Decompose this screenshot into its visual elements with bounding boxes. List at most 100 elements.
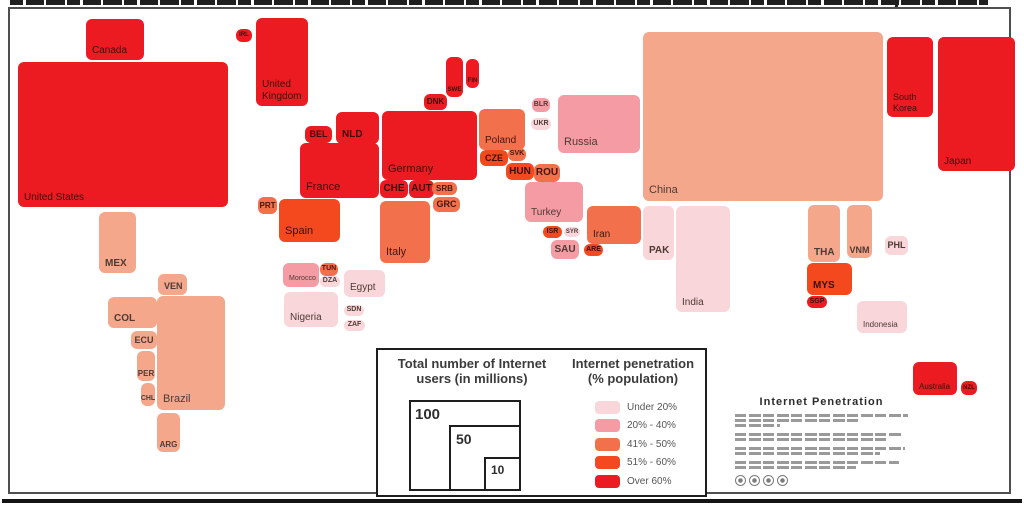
country-united-states: United States [18, 62, 228, 207]
country-label: India [682, 296, 704, 308]
legend-box: Total number of Internet users (in milli… [376, 348, 707, 497]
country-label: United States [24, 191, 85, 203]
country-nigeria: Nigeria [284, 292, 338, 327]
country-united-arab-emirates: ARE [584, 244, 603, 256]
country-label: AUT [411, 183, 432, 195]
country-chile: CHL [141, 383, 155, 406]
country-serbia: SRB [432, 182, 457, 195]
country-label: Canada [92, 44, 128, 56]
country-romania: ROU [534, 164, 560, 182]
country-label: ARG [159, 439, 178, 449]
country-label: HUN [509, 165, 531, 177]
attribution-text-line [735, 452, 881, 455]
country-label: DZA [322, 277, 338, 285]
country-label: VNM [849, 244, 870, 255]
country-denmark: DNK [424, 94, 447, 110]
legend-swatch-label: Over 60% [627, 475, 672, 487]
cc-license-icon [763, 475, 774, 486]
country-label: Germany [388, 163, 434, 176]
country-syria: SYR [564, 227, 580, 237]
country-label: NZL [963, 384, 975, 391]
country-egypt: Egypt [344, 270, 385, 297]
country-label: Morocco [289, 274, 316, 282]
country-canada: Canada [86, 19, 144, 60]
country-label: SGP [809, 297, 825, 305]
country-belgium: BEL [305, 126, 332, 143]
legend-penetration-title: Internet penetration (% population) [563, 356, 703, 386]
country-label: United Kingdom [262, 79, 302, 102]
country-france: France [300, 143, 379, 198]
country-label: SVK [509, 150, 525, 158]
country-slovakia: SVK [508, 148, 526, 161]
country-label: SYR [565, 228, 579, 235]
country-philippines: PHL [885, 236, 908, 255]
country-saudi-arabia: SAU [551, 240, 579, 259]
country-india: India [676, 206, 730, 312]
legend-penetration-row: 20% - 40% [595, 419, 676, 433]
country-label: MEX [105, 257, 127, 269]
legend-penetration-title-line2: (% population) [587, 371, 679, 386]
country-label: NLD [342, 128, 363, 140]
country-hungary: HUN [506, 163, 534, 180]
country-belarus: BLR [532, 98, 550, 112]
country-australia: Australia [913, 362, 957, 395]
country-label: PER [137, 368, 155, 378]
country-label: FIN [467, 78, 478, 85]
legend-penetration-row: Over 60% [595, 474, 671, 488]
country-label: THA [814, 246, 835, 258]
country-singapore: SGP [807, 296, 827, 308]
country-label: SDN [346, 306, 362, 314]
country-new-zealand: NZL [961, 381, 977, 395]
country-spain: Spain [279, 199, 340, 242]
country-label: IRL [239, 32, 249, 39]
legend-size-label-100: 100 [415, 406, 441, 423]
country-label: CZE [485, 152, 503, 163]
attribution-text-line [735, 433, 902, 436]
country-label: SWE [447, 87, 462, 94]
country-czech-republic: CZE [480, 150, 508, 166]
country-label: TUN [321, 265, 337, 273]
country-thailand: THA [808, 205, 840, 262]
country-label: Iran [593, 228, 611, 240]
country-label: Egypt [350, 281, 376, 293]
bottom-border-line [2, 499, 1022, 503]
attribution-paragraph [735, 433, 908, 441]
legend-penetration-row: 41% - 50% [595, 437, 676, 451]
legend-swatch-pink [595, 419, 620, 432]
country-poland: Poland [479, 109, 525, 150]
country-mexico: MEX [99, 212, 136, 273]
country-ukraine: UKR [531, 118, 551, 130]
country-colombia: COL [108, 297, 157, 328]
country-switzerland: CHE [380, 180, 408, 198]
country-malaysia: MYS [807, 263, 852, 295]
country-label: Indonesia [863, 319, 898, 329]
country-label: Nigeria [290, 311, 322, 323]
country-morocco: Morocco [283, 263, 319, 287]
country-label: UKR [533, 119, 549, 127]
country-vietnam: VNM [847, 205, 872, 258]
country-united-kingdom: United Kingdom [256, 18, 308, 106]
country-label: South Korea [893, 92, 918, 113]
legend-size-label-50: 50 [456, 431, 472, 447]
attribution-text-line [735, 419, 860, 422]
country-label: COL [114, 312, 136, 324]
attribution-text-line [735, 447, 905, 450]
country-algeria: DZA [320, 276, 340, 287]
country-venezuela: VEN [158, 274, 187, 295]
country-italy: Italy [380, 201, 430, 263]
cc-license-icons [735, 475, 908, 486]
attribution-paragraph [735, 414, 908, 427]
country-label: CHE [383, 183, 405, 195]
country-south-africa: ZAF [344, 320, 365, 331]
legend-swatch-label: 51% - 60% [627, 457, 676, 468]
country-label: BLR [533, 100, 549, 108]
country-sudan: SDN [344, 305, 364, 316]
legend-size-title-line1: Total number of Internet [397, 356, 547, 371]
country-tunisia: TUN [320, 263, 338, 276]
country-label: Russia [564, 136, 598, 149]
legend-swatch-label: 20% - 40% [627, 420, 676, 431]
country-indonesia: Indonesia [857, 301, 907, 333]
attribution-text-line [735, 466, 857, 469]
country-finland: FIN [466, 59, 479, 88]
country-label: BEL [309, 129, 328, 140]
